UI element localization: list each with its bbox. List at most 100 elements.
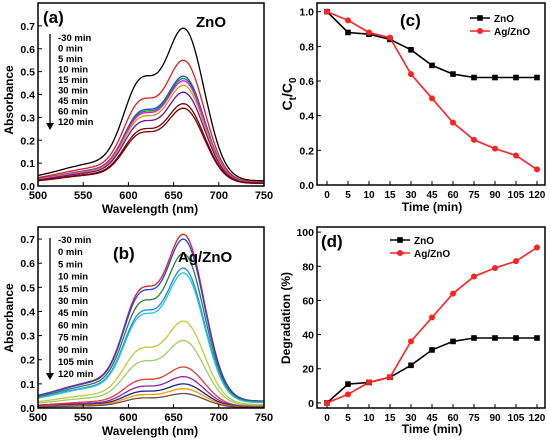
data-point-zno bbox=[408, 362, 414, 369]
x-tick-label: 120 bbox=[529, 413, 546, 424]
panel-b-title: Ag/ZnO bbox=[178, 249, 232, 266]
x-tick-label: 0 bbox=[324, 190, 330, 201]
legend-marker-zno bbox=[477, 15, 483, 21]
data-point-zno bbox=[450, 71, 456, 77]
legend-entry-0-min: 0 min bbox=[58, 247, 83, 258]
y-tick-label: 0.2 bbox=[20, 135, 35, 147]
spectrum-line-60-min bbox=[37, 366, 264, 407]
y-tick-label: 1.0 bbox=[299, 7, 314, 19]
data-point-zno bbox=[345, 381, 351, 387]
x-tick-label: 15 bbox=[384, 190, 396, 201]
x-tick-label: 60 bbox=[447, 413, 459, 424]
y-tick-label: 0 bbox=[308, 398, 314, 410]
legend-entry-45-min: 45 min bbox=[58, 96, 88, 107]
x-tick-label: 5 bbox=[345, 190, 351, 201]
y-tick-label: 60 bbox=[302, 295, 314, 307]
panel-a: 500 550 600 650 700 750 0.0 0.1 0.2 0.3 0.4 0.5 0.6 0… bbox=[2, 2, 273, 216]
legend-entry-30-min: 30 min bbox=[58, 296, 88, 307]
data-point-zno bbox=[429, 62, 435, 69]
data-point-ag-zno bbox=[471, 273, 477, 280]
data-point-zno bbox=[471, 335, 477, 341]
y-tick-label: 40 bbox=[302, 330, 314, 342]
data-point-zno bbox=[345, 29, 351, 36]
panel-a-title: ZnO bbox=[196, 14, 226, 31]
data-point-ag-zno bbox=[366, 29, 372, 36]
x-tick-label: 650 bbox=[164, 412, 182, 424]
spectrum-line-120-min bbox=[38, 392, 264, 409]
legend-entry-10-min: 10 min bbox=[58, 272, 88, 283]
data-point-zno bbox=[492, 335, 498, 341]
x-tick-label: 45 bbox=[426, 413, 438, 424]
legend-entry-15-min: 15 min bbox=[58, 75, 88, 86]
panel-c-label: (c) bbox=[400, 11, 421, 30]
legend-entry-120-min: 120 min bbox=[58, 117, 94, 128]
data-point-ag-zno bbox=[429, 314, 435, 321]
legend-entry-5-min: 5 min bbox=[58, 259, 83, 270]
panel-d-label: (d) bbox=[321, 232, 343, 251]
legend-marker-zno bbox=[397, 237, 403, 243]
panel-d-y-axis-label: Degradation (%) bbox=[279, 272, 293, 364]
x-tick-label: 5 bbox=[345, 413, 351, 424]
data-point-ag-zno bbox=[408, 338, 414, 345]
x-tick-label: 45 bbox=[426, 190, 438, 201]
panel-d-x-axis-label: Time (min) bbox=[402, 422, 462, 436]
panel-c-y-axis-label: Ct/C0 bbox=[279, 77, 299, 110]
panel-c-frame bbox=[316, 2, 546, 186]
legend-entry-45-min: 45 min bbox=[58, 308, 88, 319]
spectrum-line-30-min bbox=[37, 27, 264, 182]
legend-label-ag-zno: Ag/ZnO bbox=[494, 27, 530, 38]
data-point-zno bbox=[450, 338, 456, 345]
x-tick-label: 60 bbox=[447, 190, 459, 201]
legend-entry-15-min: 15 min bbox=[58, 284, 88, 295]
y-tick-label: 0.6 bbox=[20, 258, 35, 270]
spectrum-line-45-min bbox=[37, 91, 264, 184]
data-point-ag-zno bbox=[429, 95, 435, 102]
legend-label-ag-zno: Ag/ZnO bbox=[414, 249, 450, 260]
data-point-zno bbox=[408, 47, 414, 53]
data-point-ag-zno bbox=[534, 166, 540, 173]
x-tick-label: 105 bbox=[508, 413, 525, 424]
down-arrow-icon bbox=[46, 123, 54, 130]
y-tick-label: 0.4 bbox=[299, 111, 314, 123]
panel-b-frame bbox=[37, 226, 265, 409]
data-point-ag-zno bbox=[450, 119, 456, 126]
x-tick-label: 500 bbox=[29, 412, 47, 424]
legend-entry-120-min: 120 min bbox=[58, 369, 94, 380]
panel-b-y-axis-label: Absorbance bbox=[2, 283, 16, 353]
y-tick-label: 0.3 bbox=[20, 331, 35, 343]
spectrum-line-75-min bbox=[37, 375, 264, 408]
panel-c-legend: ZnO Ag/ZnO bbox=[470, 14, 530, 38]
data-point-ag-zno bbox=[513, 258, 519, 265]
data-point-ag-zno bbox=[345, 391, 351, 398]
legend-label-zno: ZnO bbox=[414, 236, 434, 247]
y-tick-label: 0.7 bbox=[20, 234, 35, 246]
legend-entry-60-min: 60 min bbox=[58, 320, 88, 331]
x-tick-label: 750 bbox=[255, 412, 273, 424]
panel-a-frame bbox=[37, 2, 265, 187]
spectrum-line-30-min bbox=[37, 320, 264, 406]
legend-entry-30-min: -30 min bbox=[58, 235, 91, 246]
panel-a-x-axis-label: Wavelength (nm) bbox=[102, 202, 198, 216]
panel-d-plot: 0 5 10 15 30 45 60 75 90 105 120 0 20 40 60 80 100 bbox=[296, 227, 545, 424]
y-tick-label: 0.0 bbox=[20, 181, 35, 193]
x-tick-label: 700 bbox=[210, 190, 228, 202]
legend-entry-30-min: -30 min bbox=[58, 33, 91, 44]
y-tick-label: 0.6 bbox=[20, 44, 35, 56]
legend-entry-5-min: 5 min bbox=[58, 54, 83, 65]
y-tick-label: 0.7 bbox=[20, 21, 35, 33]
x-tick-label: 75 bbox=[468, 190, 480, 201]
spectrum-line-15-min bbox=[37, 272, 264, 404]
legend-entry-90-min: 90 min bbox=[58, 345, 88, 356]
panel-a-plot: 500 550 600 650 700 750 0.0 0.1 0.2 0.3 0.4 0.5 0.6 0… bbox=[20, 21, 273, 202]
y-tick-label: 80 bbox=[302, 261, 314, 273]
data-point-ag-zno bbox=[324, 8, 330, 15]
data-point-zno bbox=[534, 74, 540, 81]
spectrum-line-5-min bbox=[37, 252, 265, 403]
x-tick-label: 30 bbox=[405, 190, 417, 201]
legend-marker-ag-zno bbox=[397, 250, 403, 256]
y-tick-label: 0.5 bbox=[20, 282, 35, 294]
y-tick-label: 0.5 bbox=[20, 67, 35, 79]
panel-d: 0 5 10 15 30 45 60 75 90 105 120 0 20 40 60 80 100 (d) T… bbox=[279, 226, 546, 436]
